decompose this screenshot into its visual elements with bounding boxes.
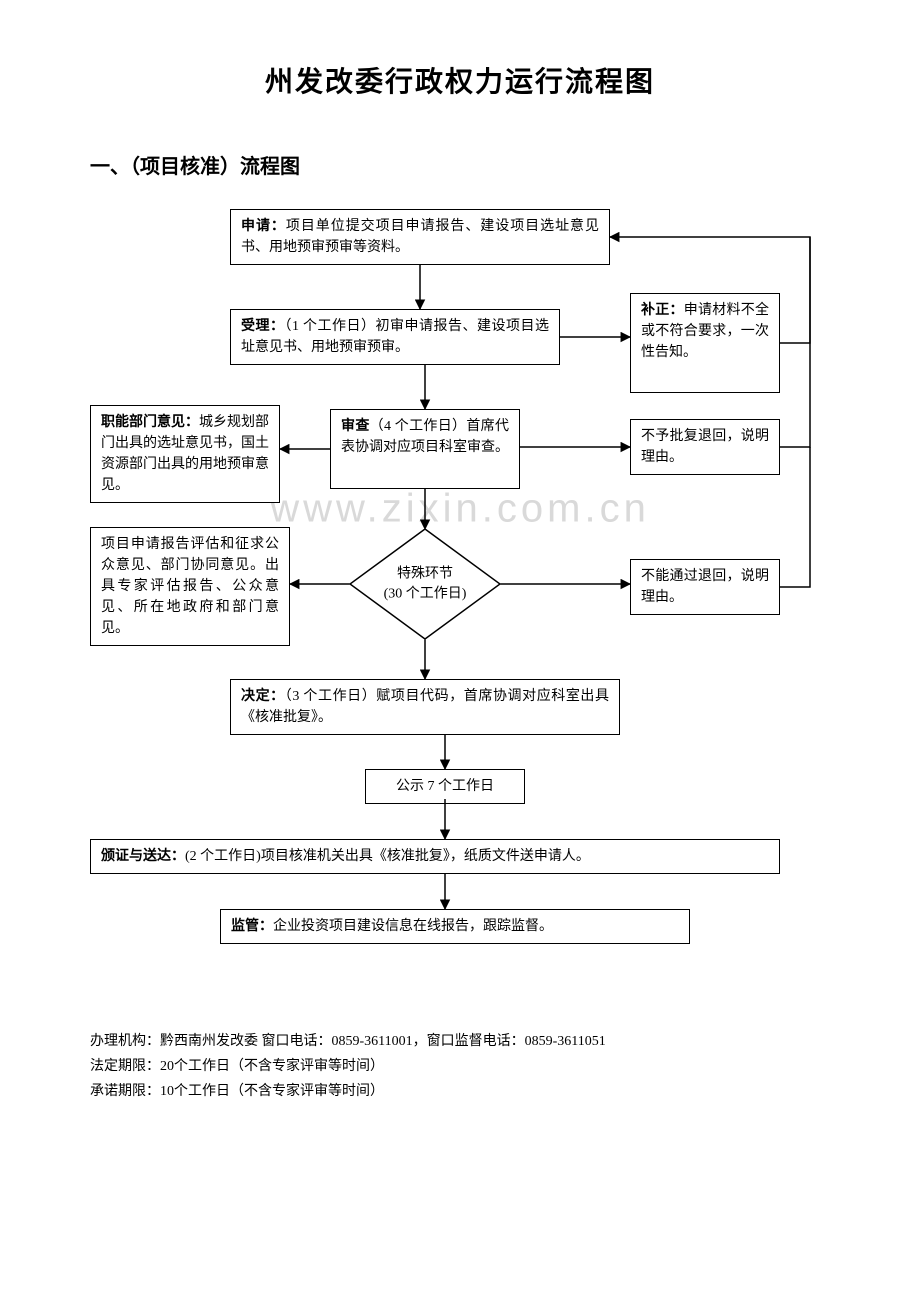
footer-line2: 法定期限：20个工作日（不含专家评审等时间） xyxy=(90,1054,830,1079)
node-publish: 公示 7 个工作日 xyxy=(365,769,525,804)
watermark: www.zixin.com.cn xyxy=(270,487,650,532)
node-apply-label: 申请： xyxy=(241,219,286,234)
node-reject2: 不能通过退回，说明理由。 xyxy=(630,559,780,615)
node-deliver: 颁证与送达：(2 个工作日)项目核准机关出具《核准批复》，纸质文件送申请人。 xyxy=(90,839,780,874)
node-dept-label: 职能部门意见： xyxy=(101,415,199,430)
node-dept: 职能部门意见：城乡规划部门出具的选址意见书，国土资源部门出具的用地预审意见。 xyxy=(90,405,280,503)
node-deliver-text: (2 个工作日)项目核准机关出具《核准批复》，纸质文件送申请人。 xyxy=(185,849,590,864)
node-review: 审查（4 个工作日）首席代表协调对应项目科室审查。 xyxy=(330,409,520,489)
node-monitor: 监管：企业投资项目建设信息在线报告，跟踪监督。 xyxy=(220,909,690,944)
node-apply: 申请：项目单位提交项目申请报告、建设项目选址意见书、用地预审预审等资料。 xyxy=(230,209,610,265)
footer-line3: 承诺期限：10个工作日（不含专家评审等时间） xyxy=(90,1079,830,1104)
footer-line1: 办理机构：黔西南州发改委 窗口电话：0859-3611001，窗口监督电话：08… xyxy=(90,1029,830,1054)
node-reject1-text: 不予批复退回，说明理由。 xyxy=(641,429,769,465)
node-decide: 决定：（3 个工作日）赋项目代码，首席协调对应科室出具《核准批复》。 xyxy=(230,679,620,735)
node-apply-text: 项目单位提交项目申请报告、建设项目选址意见书、用地预审预审等资料。 xyxy=(241,219,599,255)
node-accept-text: （1 个工作日）初审申请报告、建设项目选址意见书、用地预审预审。 xyxy=(241,319,549,355)
node-reject1: 不予批复退回，说明理由。 xyxy=(630,419,780,475)
node-eval-text: 项目申请报告评估和征求公众意见、部门协同意见。出具专家评估报告、公众意见、所在地… xyxy=(101,537,279,636)
node-review-label: 审查 xyxy=(341,419,370,434)
node-correct-label: 补正： xyxy=(641,303,684,318)
node-accept: 受理：（1 个工作日）初审申请报告、建设项目选址意见书、用地预审预审。 xyxy=(230,309,560,365)
node-special-text: (30 个工作日) xyxy=(384,586,467,601)
node-special-label: 特殊环节 xyxy=(397,566,453,581)
node-monitor-text: 企业投资项目建设信息在线报告，跟踪监督。 xyxy=(273,919,553,934)
node-decide-label: 决定： xyxy=(241,689,285,704)
node-deliver-label: 颁证与送达： xyxy=(101,849,185,864)
node-monitor-label: 监管： xyxy=(231,919,273,934)
section-subtitle: 一、（项目核准）流程图 xyxy=(90,150,830,179)
footer: 办理机构：黔西南州发改委 窗口电话：0859-3611001，窗口监督电话：08… xyxy=(90,1029,830,1105)
node-correct: 补正：申请材料不全或不符合要求，一次性告知。 xyxy=(630,293,780,393)
node-accept-label: 受理： xyxy=(241,319,285,334)
page-title: 州发改委行政权力运行流程图 xyxy=(90,60,830,100)
node-special: 特殊环节 (30 个工作日) xyxy=(350,529,500,639)
node-publish-text: 公示 7 个工作日 xyxy=(396,779,494,794)
node-reject2-text: 不能通过退回，说明理由。 xyxy=(641,569,769,605)
node-decide-text: （3 个工作日）赋项目代码，首席协调对应科室出具《核准批复》。 xyxy=(241,689,609,725)
flowchart-canvas: www.zixin.com.cn 申请：项目单位提交项目申请报告、建设项目选址意… xyxy=(90,209,830,1009)
node-eval: 项目申请报告评估和征求公众意见、部门协同意见。出具专家评估报告、公众意见、所在地… xyxy=(90,527,290,646)
